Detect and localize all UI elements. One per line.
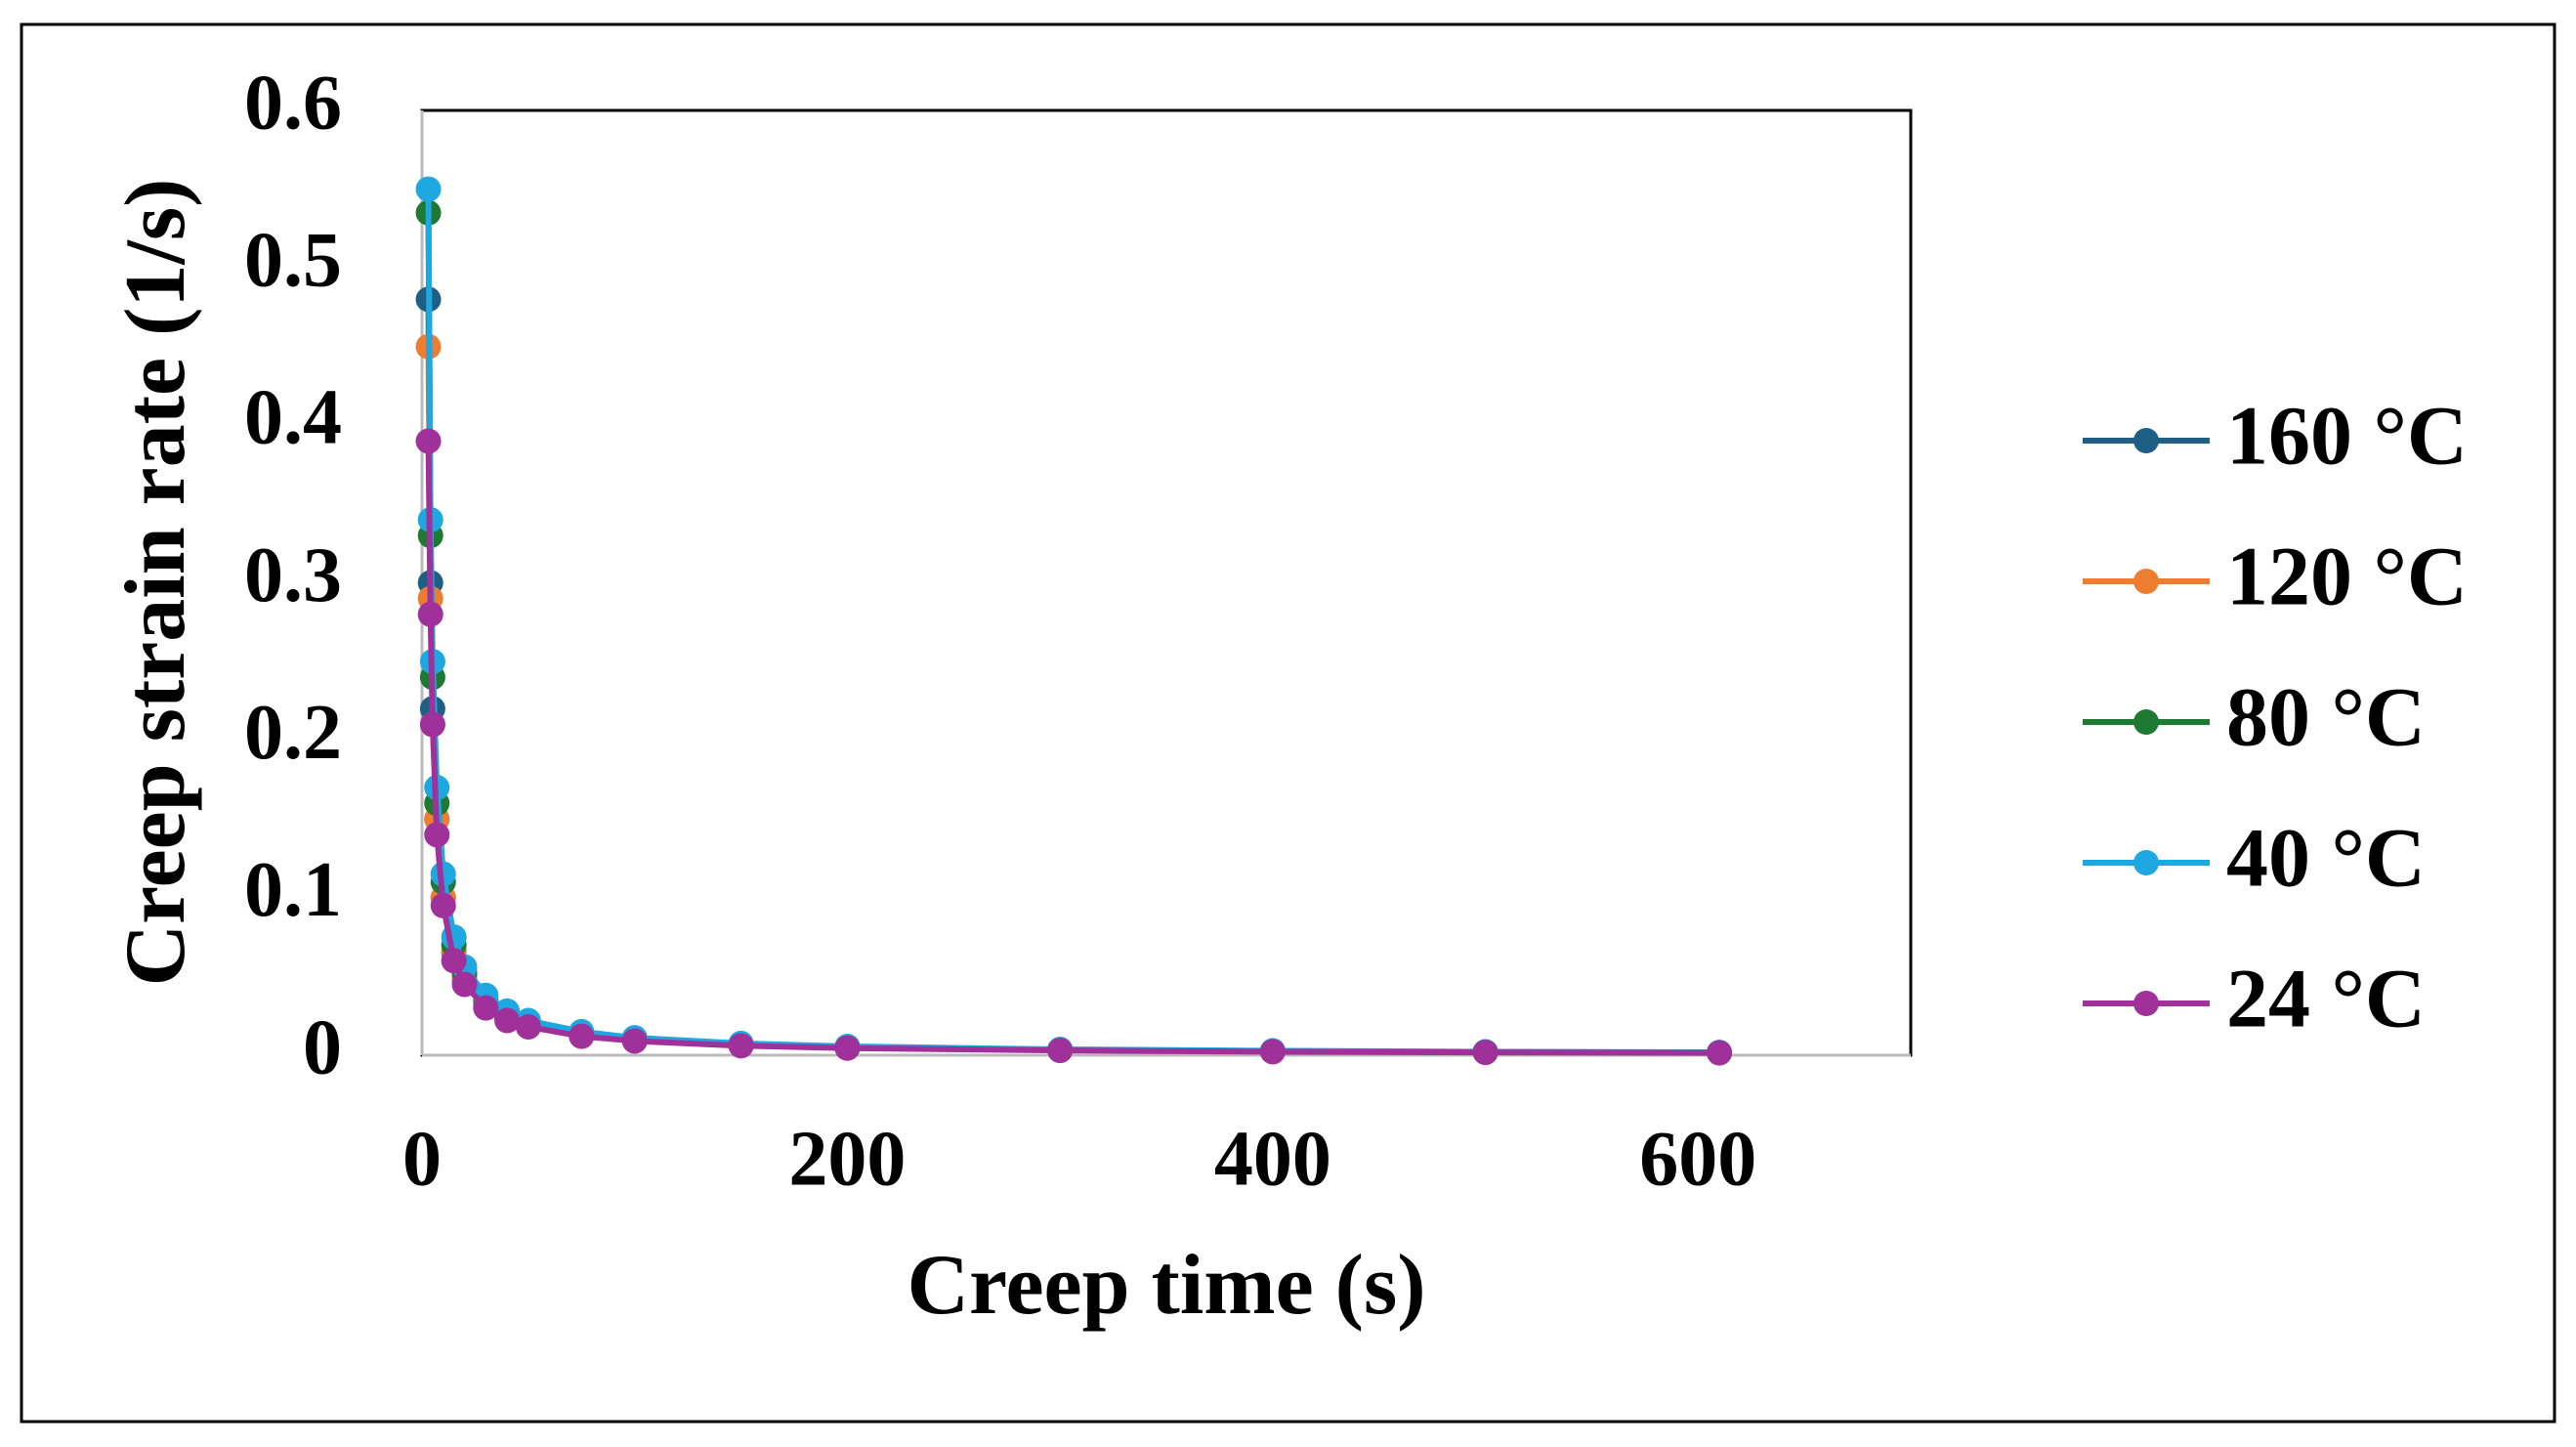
data-point xyxy=(1472,1040,1499,1066)
data-point xyxy=(473,995,499,1021)
data-point xyxy=(1707,1040,1733,1066)
series-line xyxy=(425,346,1720,1056)
series-line xyxy=(425,299,1720,1056)
legend-marker xyxy=(2133,709,2159,735)
data-point xyxy=(419,711,445,738)
y-tick-label: 0.4 xyxy=(244,375,342,461)
series-line xyxy=(425,441,1720,1056)
data-point xyxy=(569,1023,595,1049)
y-tick-label: 0.1 xyxy=(244,847,342,933)
y-tick-label: 0.6 xyxy=(244,60,342,146)
y-tick-label: 0.5 xyxy=(244,218,342,304)
legend-marker xyxy=(2133,850,2159,875)
y-tick-label: 0 xyxy=(303,1004,342,1090)
x-tick-label: 0 xyxy=(402,1116,442,1202)
data-point xyxy=(424,822,450,848)
x-tick-label: 200 xyxy=(788,1116,906,1202)
data-point xyxy=(728,1033,754,1059)
legend-label: 120 °C xyxy=(2226,530,2468,623)
data-point xyxy=(417,601,443,627)
data-point xyxy=(415,428,442,454)
series-line xyxy=(425,189,1720,1056)
data-point xyxy=(415,176,442,202)
legend-label: 80 °C xyxy=(2226,670,2426,764)
x-tick-label: 600 xyxy=(1639,1116,1756,1202)
legend-label: 160 °C xyxy=(2226,389,2468,483)
x-tick-label: 400 xyxy=(1214,1116,1331,1202)
x-axis-title: Creep time (s) xyxy=(907,1238,1425,1333)
outer-frame xyxy=(20,22,2556,1424)
y-axis-title: Creep strain rate (1/s) xyxy=(108,179,203,987)
data-point xyxy=(515,1013,541,1040)
data-point xyxy=(494,1007,521,1034)
data-point xyxy=(834,1035,861,1061)
data-point xyxy=(451,971,478,998)
legend-marker xyxy=(2133,428,2159,453)
y-tick-label: 0.3 xyxy=(244,532,342,618)
legend-marker xyxy=(2133,569,2159,594)
legend-label: 40 °C xyxy=(2226,811,2426,905)
data-point xyxy=(621,1028,648,1054)
legend-label: 24 °C xyxy=(2226,952,2426,1045)
data-point xyxy=(1047,1038,1074,1064)
data-point xyxy=(1259,1039,1286,1065)
plot-frame xyxy=(420,108,1913,1057)
legend-marker xyxy=(2133,991,2159,1016)
data-point xyxy=(430,892,456,918)
y-tick-label: 0.2 xyxy=(244,690,342,776)
series-line xyxy=(425,212,1720,1056)
data-point xyxy=(441,948,467,974)
